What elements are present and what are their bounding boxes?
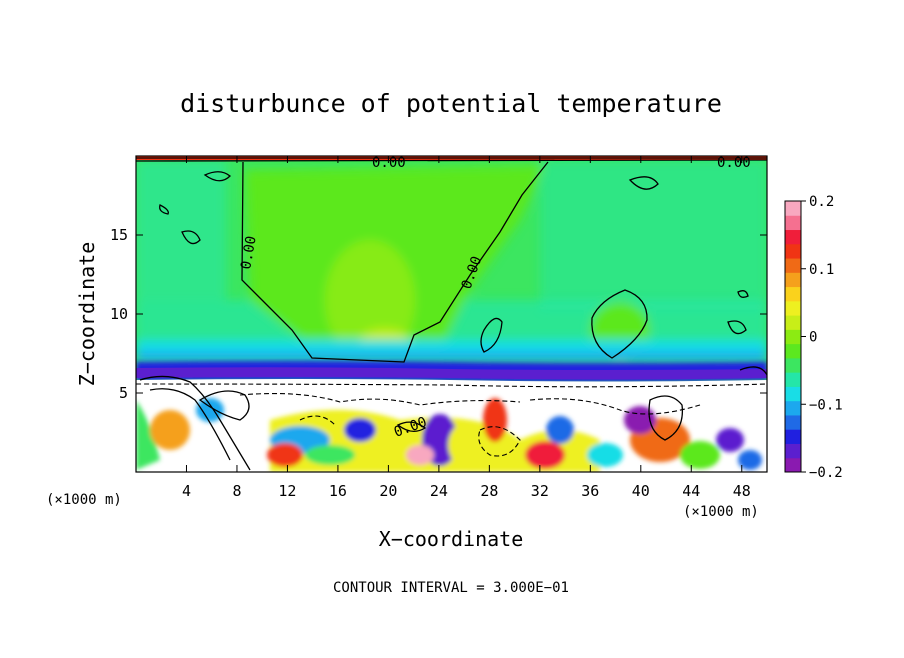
colorbar-swatch xyxy=(785,272,801,288)
contour-label: 0.00 xyxy=(238,235,260,271)
colorbar-swatch xyxy=(785,286,801,302)
contour-label: 0.00 xyxy=(717,155,751,171)
x-tick-label: 44 xyxy=(682,482,700,500)
colorbar-swatch xyxy=(785,457,801,473)
colorbar-swatch xyxy=(785,300,801,316)
y-tick-label: 10 xyxy=(110,305,128,323)
x-tick-label: 8 xyxy=(232,482,241,500)
chart-title: disturbunce of potential temperature xyxy=(180,89,722,118)
colorbar-swatch xyxy=(785,201,801,216)
x-tick-label: 40 xyxy=(632,482,650,500)
colorbar-swatch xyxy=(785,215,801,231)
contour-interval-note: CONTOUR INTERVAL = 3.000E−01 xyxy=(333,580,569,596)
colorbar-swatch xyxy=(785,258,801,273)
colorbar-swatch xyxy=(785,329,801,345)
colorbar-swatch xyxy=(785,386,801,402)
colorbar-swatch xyxy=(785,357,801,373)
x-tick-label: 20 xyxy=(379,482,397,500)
colorbar-tick-label: −0.1 xyxy=(809,397,843,413)
colorbar: 0.2 0.1 0 −0.1 −0.2 xyxy=(784,194,843,481)
colorbar-swatch xyxy=(785,400,801,416)
contour-lines xyxy=(136,157,767,471)
colorbar-tick-label: 0 xyxy=(809,330,817,346)
colorbar-tick-label: −0.2 xyxy=(809,465,843,481)
colorbar-swatch xyxy=(785,414,801,430)
x-tick-label: 36 xyxy=(581,482,599,500)
colorbar-swatch xyxy=(785,443,801,459)
plot-field xyxy=(136,156,767,472)
colorbar-swatch xyxy=(785,229,801,245)
y-tick-label: 5 xyxy=(119,384,128,402)
colorbar-swatch xyxy=(785,343,801,359)
colorbar-swatch xyxy=(785,315,801,330)
y-axis-title: Z−coordinate xyxy=(75,242,99,387)
y-ticks: 5 10 15 xyxy=(110,226,767,402)
colorbar-swatch xyxy=(785,243,801,259)
x-tick-label: 4 xyxy=(182,482,191,500)
y-tick-label: 15 xyxy=(110,226,128,244)
x-tick-label: 48 xyxy=(733,482,751,500)
x-axis-title: X−coordinate xyxy=(379,527,524,551)
x-unit-right: (×1000 m) xyxy=(683,504,759,520)
colorbar-swatch xyxy=(785,372,801,387)
x-ticks: 4 8 12 16 20 24 28 32 36 40 44 48 xyxy=(182,156,751,500)
x-tick-label: 32 xyxy=(531,482,549,500)
colorbar-swatch xyxy=(785,429,801,444)
colorbar-tick-label: 0.1 xyxy=(809,262,834,278)
x-tick-label: 12 xyxy=(278,482,296,500)
x-tick-label: 28 xyxy=(480,482,498,500)
colorbar-tick-label: 0.2 xyxy=(809,194,834,210)
x-unit-left: (×1000 m) xyxy=(46,492,122,508)
x-tick-label: 24 xyxy=(430,482,448,500)
x-tick-label: 16 xyxy=(329,482,347,500)
